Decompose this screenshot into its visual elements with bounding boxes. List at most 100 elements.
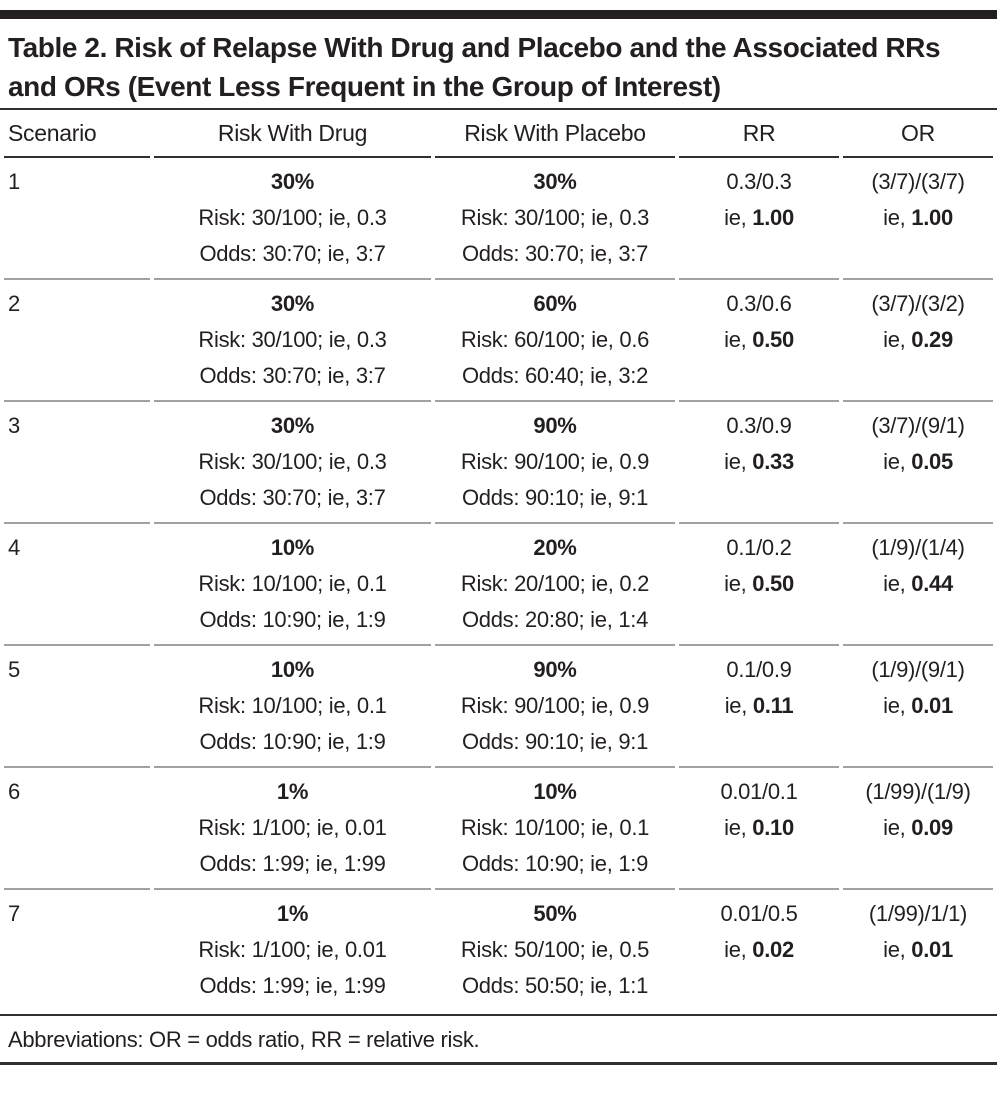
placebo-risk-line: Risk: 90/100; ie, 0.9 — [460, 449, 650, 474]
placebo-percent: 60% — [533, 291, 577, 316]
col-header-rr: RR — [679, 110, 839, 158]
rr-result-line: ie, 0.11 — [679, 688, 839, 724]
rr-value: 0.11 — [752, 693, 794, 718]
drug-odds-line: Odds: 1:99; ie, 1:99 — [199, 973, 386, 998]
or-ie-prefix: ie, — [883, 937, 912, 962]
or-ratio: (3/7)/(3/7) — [871, 169, 965, 194]
col-header-risk-with-placebo: Risk With Placebo — [435, 110, 675, 158]
rr-ie-prefix: ie, — [724, 327, 753, 352]
rr-value: 0.50 — [752, 327, 794, 352]
placebo-percent: 90% — [533, 413, 577, 438]
rr-cell: 0.3/0.9 ie, 0.33 — [679, 402, 839, 524]
risk-with-placebo-cell: 90% Risk: 90/100; ie, 0.9 Odds: 90:10; i… — [435, 646, 675, 768]
drug-percent: 10% — [270, 535, 315, 560]
placebo-odds-line: Odds: 90:10; ie, 9:1 — [461, 485, 649, 510]
rr-cell: 0.1/0.9 ie, 0.11 — [679, 646, 839, 768]
table-body: 1 30% Risk: 30/100; ie, 0.3 Odds: 30:70;… — [4, 158, 993, 1010]
placebo-risk-line: Risk: 30/100; ie, 0.3 — [460, 205, 650, 230]
risk-table: Scenario Risk With Drug Risk With Placeb… — [0, 108, 997, 1010]
rr-value: 0.02 — [752, 937, 794, 962]
or-ie-prefix: ie, — [883, 205, 912, 230]
risk-with-drug-cell: 30% Risk: 30/100; ie, 0.3 Odds: 30:70; i… — [154, 402, 431, 524]
or-value: 1.00 — [911, 205, 953, 230]
drug-odds-line: Odds: 1:99; ie, 1:99 — [199, 851, 386, 876]
or-cell: (1/99)/(1/9) ie, 0.09 — [843, 768, 993, 890]
drug-risk-line: Risk: 1/100; ie, 0.01 — [198, 937, 387, 962]
rr-result-line: ie, 0.10 — [679, 810, 839, 846]
or-value: 0.44 — [911, 571, 953, 596]
rr-ratio: 0.3/0.9 — [726, 413, 792, 438]
rr-value: 0.50 — [752, 571, 794, 596]
scenario-cell: 3 — [4, 402, 150, 524]
or-cell: (1/99)/1/1) ie, 0.01 — [843, 890, 993, 1010]
or-ie-prefix: ie, — [883, 327, 912, 352]
drug-odds-line: Odds: 30:70; ie, 3:7 — [199, 241, 386, 266]
placebo-percent: 30% — [533, 169, 577, 194]
placebo-percent: 90% — [533, 657, 577, 682]
or-ie-prefix: ie, — [883, 693, 912, 718]
placebo-odds-line: Odds: 60:40; ie, 3:2 — [461, 363, 649, 388]
or-ratio: (3/7)/(9/1) — [871, 413, 965, 438]
rr-value: 1.00 — [752, 205, 794, 230]
table-row: 7 1% Risk: 1/100; ie, 0.01 Odds: 1:99; i… — [4, 890, 993, 1010]
scenario-cell: 6 — [4, 768, 150, 890]
risk-with-drug-cell: 1% Risk: 1/100; ie, 0.01 Odds: 1:99; ie,… — [154, 768, 431, 890]
rr-ie-prefix: ie, — [724, 937, 753, 962]
or-ratio: (1/9)/(1/4) — [871, 535, 965, 560]
placebo-odds-line: Odds: 50:50; ie, 1:1 — [461, 973, 649, 998]
or-cell: (1/9)/(1/4) ie, 0.44 — [843, 524, 993, 646]
table-row: 1 30% Risk: 30/100; ie, 0.3 Odds: 30:70;… — [4, 158, 993, 280]
placebo-risk-line: Risk: 60/100; ie, 0.6 — [460, 327, 650, 352]
placebo-risk-line: Risk: 10/100; ie, 0.1 — [460, 815, 650, 840]
drug-percent: 10% — [270, 657, 315, 682]
top-rule-bar — [0, 10, 997, 19]
rr-cell: 0.01/0.1 ie, 0.10 — [679, 768, 839, 890]
rr-value: 0.33 — [752, 449, 794, 474]
risk-with-drug-cell: 30% Risk: 30/100; ie, 0.3 Odds: 30:70; i… — [154, 280, 431, 402]
risk-with-placebo-cell: 90% Risk: 90/100; ie, 0.9 Odds: 90:10; i… — [435, 402, 675, 524]
or-result-line: ie, 0.44 — [843, 566, 993, 602]
rr-value: 0.10 — [752, 815, 794, 840]
table-header-row: Scenario Risk With Drug Risk With Placeb… — [4, 110, 993, 158]
risk-with-drug-cell: 10% Risk: 10/100; ie, 0.1 Odds: 10:90; i… — [154, 524, 431, 646]
or-ratio: (1/99)/(1/9) — [865, 779, 971, 804]
drug-percent: 1% — [276, 779, 309, 804]
scenario-cell: 5 — [4, 646, 150, 768]
or-result-line: ie, 0.29 — [843, 322, 993, 358]
rr-ratio: 0.1/0.9 — [726, 657, 792, 682]
risk-with-placebo-cell: 30% Risk: 30/100; ie, 0.3 Odds: 30:70; i… — [435, 158, 675, 280]
scenario-cell: 1 — [4, 158, 150, 280]
risk-with-placebo-cell: 20% Risk: 20/100; ie, 0.2 Odds: 20:80; i… — [435, 524, 675, 646]
or-cell: (1/9)/(9/1) ie, 0.01 — [843, 646, 993, 768]
rr-cell: 0.3/0.6 ie, 0.50 — [679, 280, 839, 402]
table-row: 4 10% Risk: 10/100; ie, 0.1 Odds: 10:90;… — [4, 524, 993, 646]
drug-risk-line: Risk: 1/100; ie, 0.01 — [198, 815, 387, 840]
table-row: 2 30% Risk: 30/100; ie, 0.3 Odds: 30:70;… — [4, 280, 993, 402]
drug-risk-line: Risk: 30/100; ie, 0.3 — [198, 205, 387, 230]
journal-table-figure: Table 2. Risk of Relapse With Drug and P… — [0, 10, 997, 1065]
rr-result-line: ie, 1.00 — [679, 200, 839, 236]
rr-result-line: ie, 0.50 — [679, 566, 839, 602]
rr-result-line: ie, 0.02 — [679, 932, 839, 968]
placebo-odds-line: Odds: 10:90; ie, 1:9 — [461, 851, 649, 876]
rr-result-line: ie, 0.50 — [679, 322, 839, 358]
or-ie-prefix: ie, — [883, 449, 912, 474]
placebo-percent: 50% — [533, 901, 577, 926]
or-value: 0.29 — [911, 327, 953, 352]
or-ie-prefix: ie, — [883, 815, 912, 840]
risk-with-drug-cell: 30% Risk: 30/100; ie, 0.3 Odds: 30:70; i… — [154, 158, 431, 280]
rr-ratio: 0.01/0.5 — [720, 901, 798, 926]
table-row: 6 1% Risk: 1/100; ie, 0.01 Odds: 1:99; i… — [4, 768, 993, 890]
rr-cell: 0.1/0.2 ie, 0.50 — [679, 524, 839, 646]
placebo-odds-line: Odds: 90:10; ie, 9:1 — [461, 729, 649, 754]
or-result-line: ie, 1.00 — [843, 200, 993, 236]
placebo-risk-line: Risk: 50/100; ie, 0.5 — [460, 937, 650, 962]
or-ratio: (1/9)/(9/1) — [871, 657, 965, 682]
or-value: 0.05 — [911, 449, 953, 474]
or-cell: (3/7)/(3/2) ie, 0.29 — [843, 280, 993, 402]
or-value: 0.01 — [911, 693, 953, 718]
rr-ie-prefix: ie, — [724, 449, 753, 474]
placebo-odds-line: Odds: 20:80; ie, 1:4 — [461, 607, 649, 632]
footnote: Abbreviations: OR = odds ratio, RR = rel… — [0, 1014, 997, 1065]
or-ratio: (1/99)/1/1) — [868, 901, 968, 926]
